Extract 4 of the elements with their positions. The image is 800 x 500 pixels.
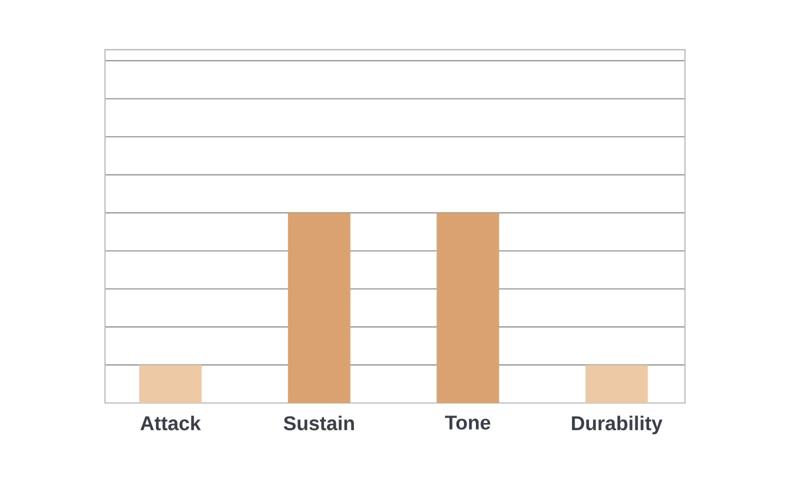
x-tick-label: Sustain — [284, 416, 354, 430]
x-tick-label: Tone — [445, 416, 490, 430]
x-tick-label: Attack — [140, 416, 201, 430]
x-tick-label: Durability — [572, 416, 662, 434]
